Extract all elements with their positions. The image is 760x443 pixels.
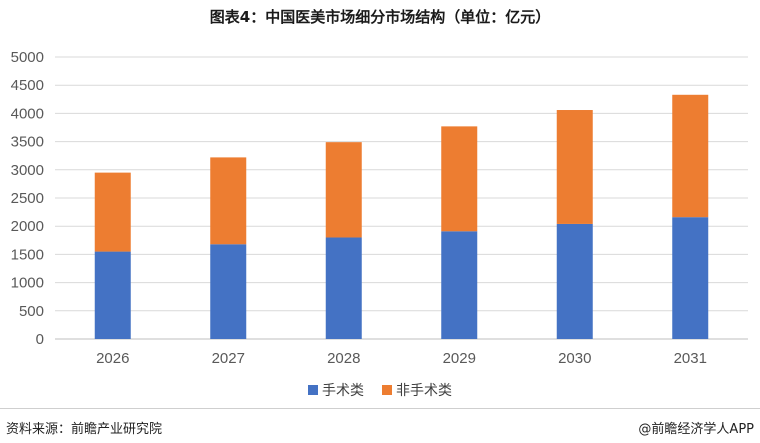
bar-segment-non-surgical [556,110,593,224]
x-tick-label: 2031 [674,350,707,367]
source-note: 资料来源：前瞻产业研究院 [6,422,163,437]
legend-label-surgical: 手术类 [322,383,364,399]
bar-segment-surgical [672,217,709,339]
bar-segment-surgical [441,231,478,339]
y-tick-label: 0 [36,331,44,348]
bar-segment-non-surgical [672,94,709,218]
x-tick-label: 2029 [443,350,476,367]
x-tick-label: 2027 [212,350,245,367]
x-tick-label: 2028 [327,350,360,367]
bar-segment-non-surgical [441,126,478,232]
y-tick-label: 5000 [11,49,44,66]
y-tick-label: 4500 [11,77,44,94]
y-tick-label: 1000 [11,275,44,292]
y-tick-label: 500 [19,303,44,320]
legend-swatch-non-surgical [382,385,392,395]
legend-item-non-surgical: 非手术类 [382,380,452,400]
bar-segment-surgical [210,244,247,339]
bar-segment-surgical [94,251,131,339]
y-tick-label: 2000 [11,218,44,235]
bar-segment-surgical [556,223,593,339]
bar-segment-non-surgical [94,172,131,252]
copyright-note: @前瞻经济学人APP [638,422,754,437]
chart-legend: 手术类 非手术类 [0,380,760,400]
bar-segment-non-surgical [210,157,247,245]
y-tick-label: 3500 [11,134,44,151]
legend-item-surgical: 手术类 [308,380,364,400]
y-tick-label: 2500 [11,190,44,207]
footer-bar: 资料来源：前瞻产业研究院 @前瞻经济学人APP [0,408,760,443]
bar-segment-non-surgical [325,142,362,238]
chart-title: 图表4：中国医美市场细分市场结构（单位：亿元） [209,8,551,26]
x-tick-label: 2026 [96,350,129,367]
y-tick-label: 3000 [11,162,44,179]
x-tick-label: 2030 [558,350,591,367]
y-tick-label: 4000 [11,105,44,122]
y-tick-label: 1500 [11,246,44,263]
bar-segment-surgical [325,237,362,339]
legend-swatch-surgical [308,385,318,395]
legend-label-non-surgical: 非手术类 [396,383,452,399]
